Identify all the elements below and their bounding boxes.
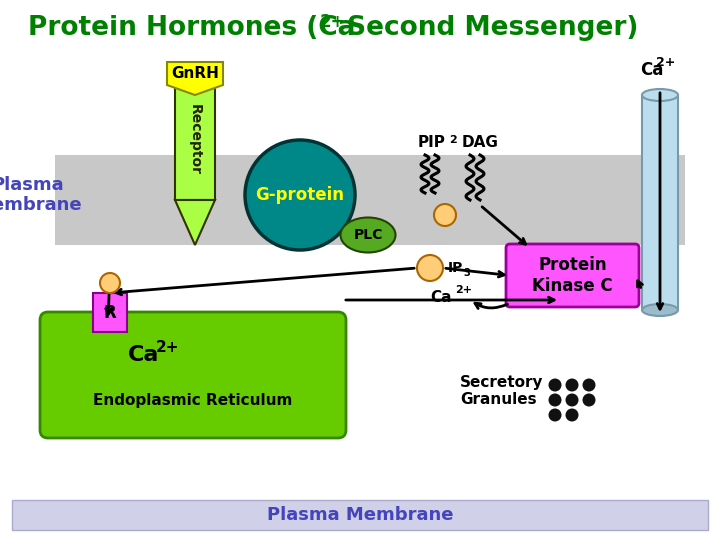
Ellipse shape (341, 218, 395, 253)
Text: PLC: PLC (354, 228, 383, 242)
Bar (12, 500, 708, 530)
Text: Receptor: Receptor (188, 105, 202, 176)
Polygon shape (167, 62, 223, 95)
Ellipse shape (549, 379, 562, 392)
Text: Plasma Membrane: Plasma Membrane (266, 506, 454, 524)
Text: 2+: 2+ (455, 285, 472, 295)
Text: Secretory
Granules: Secretory Granules (460, 375, 544, 407)
Text: DAG: DAG (462, 135, 499, 150)
Text: 2: 2 (449, 135, 456, 145)
Ellipse shape (582, 379, 595, 392)
Text: 2+: 2+ (156, 341, 179, 355)
Text: Protein
Kinase C: Protein Kinase C (532, 256, 613, 295)
FancyBboxPatch shape (40, 312, 346, 438)
Ellipse shape (434, 204, 456, 226)
Text: Second Messenger): Second Messenger) (338, 15, 639, 41)
Ellipse shape (245, 140, 355, 250)
Polygon shape (175, 200, 215, 245)
Text: Ca: Ca (430, 289, 451, 305)
Text: Ca: Ca (128, 345, 159, 365)
Ellipse shape (642, 89, 678, 101)
FancyBboxPatch shape (506, 244, 639, 307)
Text: G-protein: G-protein (256, 186, 344, 204)
Ellipse shape (565, 394, 578, 407)
Ellipse shape (417, 255, 443, 281)
Bar (642, 95, 678, 310)
Text: 2+: 2+ (656, 57, 675, 70)
Bar (175, 80, 215, 200)
Ellipse shape (549, 408, 562, 422)
Text: Ca: Ca (640, 61, 663, 79)
Text: Endoplasmic Reticulum: Endoplasmic Reticulum (94, 393, 293, 408)
Text: PIP: PIP (418, 135, 446, 150)
Ellipse shape (642, 304, 678, 316)
Ellipse shape (582, 394, 595, 407)
Text: Plasma
Membrane: Plasma Membrane (0, 176, 82, 214)
Text: R: R (104, 303, 117, 321)
FancyBboxPatch shape (93, 293, 127, 332)
Bar (55, 155, 685, 245)
Text: GnRH: GnRH (171, 66, 219, 81)
Text: IP: IP (448, 261, 464, 275)
Text: 3: 3 (463, 268, 469, 278)
Ellipse shape (565, 379, 578, 392)
Text: 2+: 2+ (320, 13, 346, 31)
Ellipse shape (549, 394, 562, 407)
Text: Protein Hormones (Ca: Protein Hormones (Ca (28, 15, 356, 41)
Ellipse shape (565, 408, 578, 422)
Ellipse shape (100, 273, 120, 293)
